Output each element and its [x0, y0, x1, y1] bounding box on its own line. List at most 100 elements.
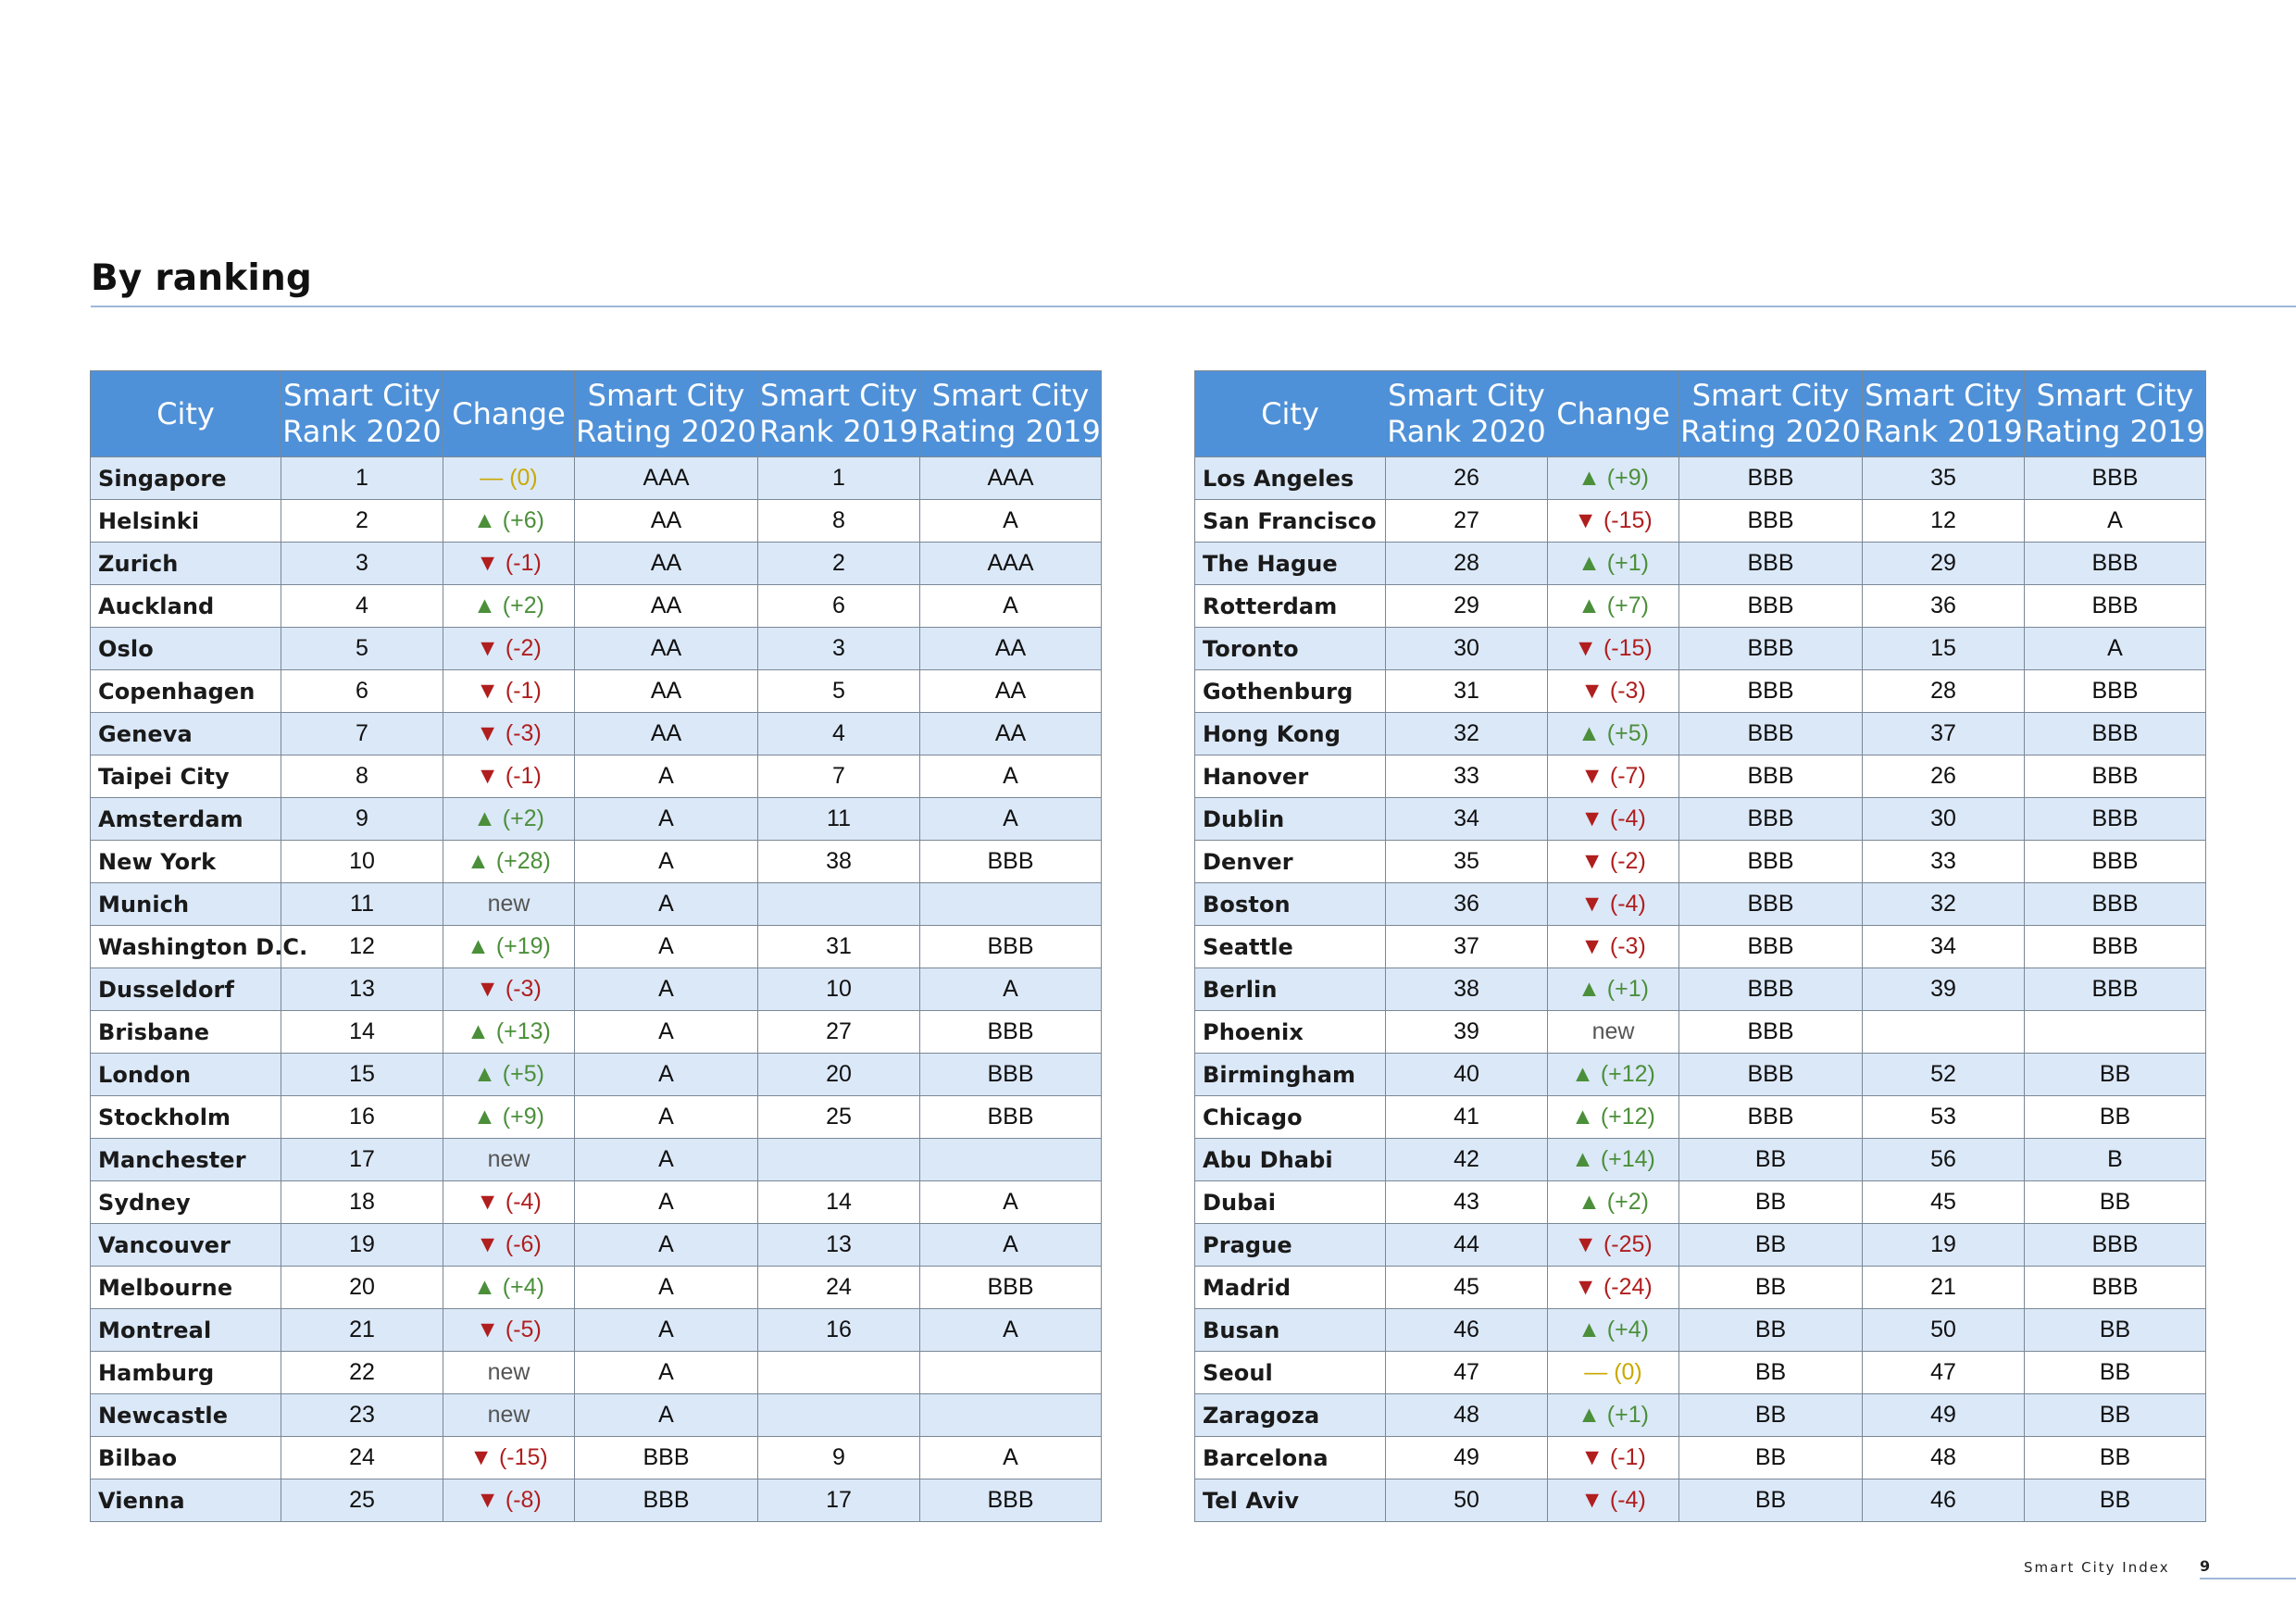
column-header-change: Change: [1547, 370, 1679, 457]
table-row: Stockholm 16 ▲ (+9) A 25 BBB: [90, 1095, 1102, 1139]
rating-2019-cell: BB: [2024, 1308, 2206, 1352]
table-header-row: City Smart City Rank 2020 Change Smart Ci…: [90, 370, 1102, 457]
ranking-table-left-body: Singapore 1— (0) AAA 1 AAA Helsinki 2 ▲ (+6) AA 8…: [90, 456, 1102, 1522]
rank-2019-cell: 6: [757, 584, 920, 628]
rating-2019-cell: A: [919, 499, 1102, 543]
change-cell: ▼ (-7): [1547, 755, 1679, 798]
rank-2020-cell: 35: [1385, 840, 1548, 883]
rank-2020-cell: 42: [1385, 1138, 1548, 1181]
rating-2020-cell: BBB: [1678, 499, 1863, 543]
table-row: Seattle 37 ▼ (-3) BBB 34 BBB: [1194, 925, 2206, 968]
change-cell: ▼ (-2): [1547, 840, 1679, 883]
rank-2020-cell: 21: [281, 1308, 443, 1352]
change-cell: ▼ (-1): [1547, 1436, 1679, 1479]
city-cell: Taipei City: [90, 755, 281, 798]
rank-2020-cell: 10: [281, 840, 443, 883]
rank-2019-cell: 10: [757, 968, 920, 1011]
rating-2020-cell: A: [574, 1053, 758, 1096]
rank-2020-cell: 19: [281, 1223, 443, 1267]
rank-2019-cell: 3: [757, 627, 920, 670]
rating-2019-cell: B: [2024, 1138, 2206, 1181]
rating-2020-cell: BBB: [1678, 1095, 1863, 1139]
rank-2020-cell: 15: [281, 1053, 443, 1096]
rating-2019-cell: A: [2024, 627, 2206, 670]
rank-2020-cell: 39: [1385, 1010, 1548, 1054]
rating-2019-cell: BBB: [2024, 584, 2206, 628]
rank-2019-cell: [1862, 1010, 2025, 1054]
rank-2020-cell: 7: [281, 712, 443, 755]
rank-2020-cell: 8: [281, 755, 443, 798]
table-row: New York 10 ▲ (+28) A 38 BBB: [90, 840, 1102, 883]
rating-2019-cell: [919, 1351, 1102, 1394]
rating-2019-cell: BB: [2024, 1436, 2206, 1479]
rank-2019-cell: 26: [1862, 755, 2025, 798]
rating-2020-cell: BBB: [574, 1436, 758, 1479]
table-row: Abu Dhabi 42 ▲ (+14) BB 56 B: [1194, 1138, 2206, 1181]
change-cell: ▲ (+1): [1547, 968, 1679, 1011]
ranking-table-right: City Smart City Rank 2020 Change Smart Ci…: [1194, 370, 2206, 1522]
rating-2019-cell: [919, 882, 1102, 926]
rating-2019-cell: BBB: [2024, 542, 2206, 585]
rank-2019-cell: 50: [1862, 1308, 2025, 1352]
rating-2020-cell: BBB: [1678, 669, 1863, 713]
rank-2020-cell: 26: [1385, 456, 1548, 500]
rank-2020-cell: 1: [281, 456, 443, 500]
change-cell: ▲ (+12): [1547, 1053, 1679, 1096]
change-cell: ▲ (+1): [1547, 1393, 1679, 1437]
city-cell: Barcelona: [1194, 1436, 1386, 1479]
rating-2019-cell: BBB: [919, 1266, 1102, 1309]
rank-2020-cell: 40: [1385, 1053, 1548, 1096]
change-cell: ▼ (-3): [1547, 925, 1679, 968]
rank-2020-cell: 33: [1385, 755, 1548, 798]
rank-2019-cell: 14: [757, 1180, 920, 1224]
rating-2019-cell: BBB: [2024, 797, 2206, 841]
rating-2020-cell: BBB: [1678, 925, 1863, 968]
rating-2020-cell: A: [574, 1393, 758, 1437]
rating-2019-cell: A: [919, 1308, 1102, 1352]
table-row: Chicago 41 ▲ (+12) BBB 53 BB: [1194, 1095, 2206, 1139]
rank-2020-cell: 48: [1385, 1393, 1548, 1437]
change-cell: ▲ (+13): [443, 1010, 575, 1054]
change-cell: ▲ (+9): [443, 1095, 575, 1139]
city-cell: San Francisco: [1194, 499, 1386, 543]
rank-2019-cell: 4: [757, 712, 920, 755]
rank-2020-cell: 22: [281, 1351, 443, 1394]
city-cell: Seattle: [1194, 925, 1386, 968]
change-cell: new: [1547, 1010, 1679, 1054]
rating-2020-cell: A: [574, 968, 758, 1011]
rating-2019-cell: BB: [2024, 1180, 2206, 1224]
rating-2020-cell: A: [574, 1266, 758, 1309]
city-cell: Vancouver: [90, 1223, 281, 1267]
table-row: Hong Kong 32 ▲ (+5) BBB 37 BBB: [1194, 712, 2206, 755]
rating-2020-cell: AA: [574, 669, 758, 713]
table-row: Birmingham 40 ▲ (+12) BBB 52 BB: [1194, 1053, 2206, 1096]
table-row: Boston 36 ▼ (-4) BBB 32 BBB: [1194, 882, 2206, 926]
rating-2020-cell: BBB: [1678, 456, 1863, 500]
change-cell: ▼ (-3): [1547, 669, 1679, 713]
rating-2020-cell: BB: [1678, 1393, 1863, 1437]
city-cell: Prague: [1194, 1223, 1386, 1267]
change-cell: ▲ (+2): [443, 584, 575, 628]
change-cell: ▼ (-5): [443, 1308, 575, 1352]
page-number: 9: [2200, 1557, 2211, 1575]
rating-2020-cell: BBB: [1678, 542, 1863, 585]
column-header-rating-2019: Smart City Rating 2019: [919, 370, 1102, 457]
rating-2019-cell: BBB: [2024, 840, 2206, 883]
rank-2019-cell: 52: [1862, 1053, 2025, 1096]
column-header-rank-2020: Smart City Rank 2020: [1385, 370, 1548, 457]
rating-2020-cell: A: [574, 925, 758, 968]
rating-2019-cell: A: [919, 584, 1102, 628]
rank-2019-cell: 49: [1862, 1393, 2025, 1437]
change-cell: ▲ (+19): [443, 925, 575, 968]
city-cell: Tel Aviv: [1194, 1479, 1386, 1522]
column-header-rating-2019: Smart City Rating 2019: [2024, 370, 2206, 457]
rating-2020-cell: BBB: [1678, 882, 1863, 926]
city-cell: Phoenix: [1194, 1010, 1386, 1054]
rank-2019-cell: 34: [1862, 925, 2025, 968]
rank-2019-cell: [757, 1393, 920, 1437]
rank-2019-cell: 19: [1862, 1223, 2025, 1267]
change-cell: ▼ (-4): [443, 1180, 575, 1224]
rank-2019-cell: 7: [757, 755, 920, 798]
rating-2019-cell: [2024, 1010, 2206, 1054]
rating-2019-cell: A: [919, 968, 1102, 1011]
